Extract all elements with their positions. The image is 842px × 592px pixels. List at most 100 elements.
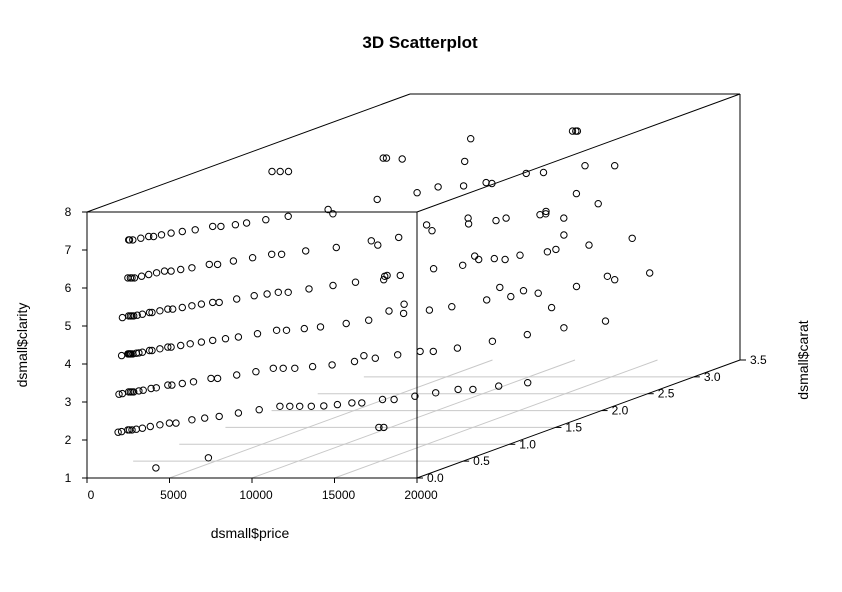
box-edge	[416, 359, 741, 479]
data-point	[542, 210, 550, 218]
data-point	[296, 402, 304, 410]
data-point	[274, 288, 282, 296]
y-tick-label: 7	[65, 243, 72, 257]
data-point	[133, 311, 141, 319]
points-layer	[114, 127, 654, 472]
data-point	[188, 264, 196, 272]
data-point	[156, 345, 164, 353]
data-point	[425, 306, 434, 314]
data-point	[209, 336, 217, 345]
data-point	[502, 214, 510, 222]
data-point	[277, 250, 286, 259]
y-axis: 1 2 3 4 5 6 7 8	[65, 205, 87, 485]
data-point	[128, 426, 136, 434]
data-point	[250, 292, 258, 300]
data-point	[522, 169, 530, 178]
x-tick-label: 15000	[322, 488, 356, 502]
data-point	[172, 419, 180, 427]
data-point	[233, 371, 241, 379]
data-point	[178, 379, 187, 388]
data-point	[284, 212, 292, 221]
data-point	[342, 319, 350, 328]
z-tick-label: 1.5	[565, 420, 582, 434]
data-point	[137, 272, 146, 280]
data-point	[350, 357, 359, 366]
data-point	[167, 343, 175, 351]
data-point	[490, 254, 498, 263]
data-point	[411, 392, 419, 400]
data-point	[373, 195, 381, 204]
data-point	[177, 265, 185, 274]
z-tick-label: 0.0	[427, 471, 444, 485]
data-point	[536, 211, 544, 219]
data-point	[268, 167, 276, 176]
data-point	[167, 229, 175, 237]
data-point	[572, 282, 581, 291]
data-point	[169, 305, 177, 313]
data-point	[186, 340, 194, 348]
data-point	[413, 189, 421, 197]
data-point	[167, 267, 175, 275]
x-axis: 0 5000 10000 15000 20000	[86, 478, 438, 502]
data-point	[157, 231, 166, 239]
data-point	[145, 308, 154, 317]
data-point	[188, 416, 196, 424]
data-point	[307, 402, 315, 410]
data-point	[365, 316, 373, 324]
data-point	[147, 384, 155, 393]
grid-line-x	[334, 359, 658, 479]
data-point	[381, 272, 389, 280]
data-point	[282, 326, 291, 334]
data-point	[434, 183, 442, 191]
data-point	[117, 351, 126, 360]
y-tick-label: 5	[65, 319, 72, 333]
data-point	[464, 214, 472, 222]
data-point	[382, 154, 391, 162]
data-point	[221, 335, 230, 343]
y-tick-label: 4	[65, 357, 72, 371]
x-tick-label: 0	[88, 488, 95, 502]
data-point	[178, 227, 187, 236]
data-point	[284, 167, 293, 176]
data-point	[378, 395, 387, 404]
data-point	[453, 344, 462, 352]
x-tick-label: 10000	[239, 488, 273, 502]
data-point	[543, 248, 552, 256]
data-point	[302, 247, 310, 255]
data-point	[305, 285, 313, 293]
data-point	[152, 464, 160, 472]
data-point	[276, 167, 284, 176]
z-tick-label: 1.0	[519, 437, 536, 451]
data-point	[234, 333, 243, 341]
data-point	[164, 305, 172, 313]
data-point	[399, 309, 408, 318]
data-point	[501, 255, 509, 264]
data-point	[276, 402, 284, 410]
data-point	[135, 387, 143, 395]
x-tick-label: 5000	[160, 488, 187, 502]
data-point	[160, 267, 169, 275]
chart-title: 3D Scatterplot	[362, 33, 478, 52]
data-point	[496, 283, 504, 292]
data-point	[375, 423, 383, 432]
data-point	[611, 162, 619, 170]
data-point	[164, 381, 172, 389]
data-point	[204, 454, 213, 462]
data-point	[279, 364, 287, 372]
data-point	[320, 402, 328, 410]
data-point	[333, 400, 342, 409]
data-point	[429, 265, 438, 273]
data-point	[542, 207, 550, 216]
grid-line-x	[169, 359, 493, 479]
data-point	[253, 330, 262, 338]
data-point	[217, 222, 225, 231]
data-point	[464, 220, 473, 228]
data-point	[165, 419, 174, 427]
data-point	[628, 234, 636, 243]
data-point	[328, 361, 336, 369]
data-point	[215, 298, 223, 307]
data-point	[139, 386, 147, 394]
data-point	[469, 385, 477, 394]
data-point	[284, 288, 292, 296]
data-point	[329, 281, 337, 290]
